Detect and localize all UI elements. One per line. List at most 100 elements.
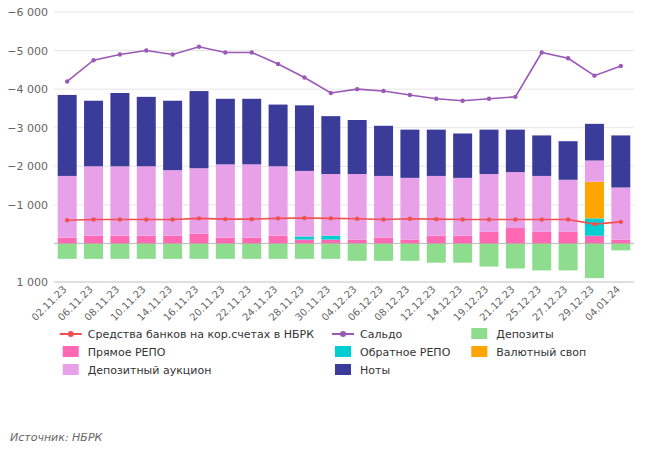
bar: [506, 268, 525, 269]
bar: [321, 240, 340, 244]
bar: [611, 188, 630, 240]
legend-item: Валютный своп: [471, 346, 586, 359]
bar: [84, 166, 103, 235]
bar: [427, 243, 446, 262]
bar: [374, 260, 393, 261]
line-marker: [118, 52, 122, 56]
bar: [163, 170, 182, 236]
bar: [110, 258, 129, 259]
line-marker: [329, 216, 333, 220]
plot-area: [58, 45, 631, 279]
bar: [611, 250, 630, 251]
bar: [242, 243, 261, 258]
bar: [400, 240, 419, 244]
bar: [374, 243, 393, 260]
bar: [137, 97, 156, 166]
bar: [84, 101, 103, 167]
bar: [295, 243, 314, 258]
line-marker: [592, 222, 596, 226]
bar: [348, 174, 367, 240]
bar: [163, 258, 182, 259]
y-tick-label: −4 000: [7, 83, 48, 96]
legend-swatch: [471, 346, 487, 357]
bar: [269, 166, 288, 235]
legend-swatch: [63, 346, 79, 357]
annotation: Источник: НБРК: [10, 431, 104, 444]
line: [67, 47, 621, 101]
line-marker: [355, 87, 359, 91]
bar-series: [58, 243, 631, 278]
line-marker: [355, 217, 359, 221]
legend-label: Средства банков на кор.счетах в НБРК: [88, 328, 314, 341]
grid-line: [54, 282, 634, 283]
legend-label: Обратное РЕПО: [360, 346, 451, 359]
bar: [321, 116, 340, 174]
bar: [190, 243, 209, 258]
bar: [190, 258, 209, 259]
line-marker: [487, 97, 491, 101]
bar: [611, 135, 630, 187]
line-marker: [619, 220, 623, 224]
line-marker: [619, 64, 623, 68]
bar: [84, 236, 103, 244]
bar: [532, 270, 551, 271]
bar: [585, 124, 604, 161]
bar: [110, 93, 129, 166]
line-marker: [408, 93, 412, 97]
bar: [137, 236, 156, 244]
bar: [453, 236, 472, 244]
bar: [400, 243, 419, 260]
bar: [506, 268, 525, 269]
bar: [137, 258, 156, 259]
legend-swatch: [335, 346, 351, 357]
bar: [427, 262, 446, 263]
background: [0, 0, 646, 453]
legend-label: Депозитный аукцион: [88, 364, 212, 377]
line-marker: [197, 216, 201, 220]
line-marker: [513, 217, 517, 221]
bar: [269, 236, 288, 244]
legend-swatch: [471, 328, 487, 339]
bar: [611, 250, 630, 251]
bar: [585, 236, 604, 244]
line-marker: [170, 52, 174, 56]
bar: [532, 135, 551, 176]
bar: [427, 176, 446, 236]
grid-line: [54, 12, 634, 13]
bar: [453, 134, 472, 178]
legend-item: Обратное РЕПО: [335, 346, 451, 359]
grid-line: [54, 89, 634, 90]
bar: [110, 243, 129, 258]
y-tick-label: −1 000: [7, 199, 48, 212]
bar: [190, 91, 209, 168]
bar-series: [295, 218, 604, 239]
line-marker: [592, 73, 596, 77]
bar: [110, 258, 129, 259]
line-marker: [118, 217, 122, 221]
bar-series: [58, 91, 631, 187]
bar: [532, 243, 551, 270]
bar: [559, 232, 578, 244]
line-marker: [223, 50, 227, 54]
line-marker: [144, 217, 148, 221]
legend-item: Сальдо: [332, 328, 403, 341]
bar: [295, 258, 314, 259]
y-tick-label: 1 000: [17, 276, 49, 289]
bar: [480, 130, 499, 174]
bar: [295, 236, 314, 239]
bar: [506, 130, 525, 172]
bar: [216, 243, 235, 258]
bar: [190, 234, 209, 244]
bar: [585, 182, 604, 219]
bar: [480, 266, 499, 267]
line-marker: [197, 45, 201, 49]
bar: [321, 243, 340, 258]
bar: [348, 260, 367, 261]
bar: [190, 168, 209, 234]
bar: [374, 176, 393, 238]
line-marker: [65, 218, 69, 222]
line-marker: [144, 48, 148, 52]
bar: [137, 243, 156, 258]
line-marker: [408, 217, 412, 221]
bar: [163, 243, 182, 258]
